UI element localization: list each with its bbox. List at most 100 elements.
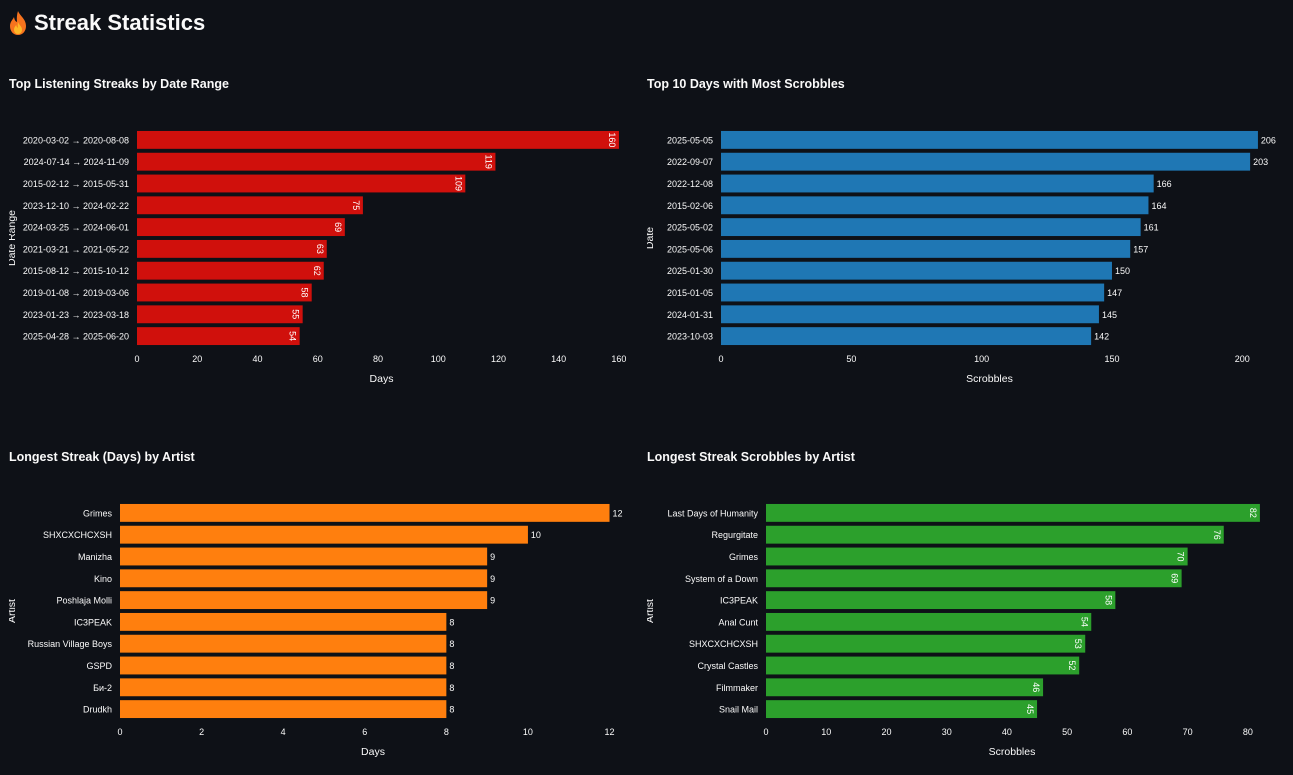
bar xyxy=(766,678,1044,697)
chart-streak-scrobbles-by-artist: Longest Streak Scrobbles by Artist Last … xyxy=(647,450,1284,762)
data-label: 75 xyxy=(351,200,361,210)
x-axis-label: Scrobbles xyxy=(989,746,1036,758)
data-label: 53 xyxy=(1073,639,1083,649)
data-label: 147 xyxy=(1107,288,1122,298)
x-tick-label: 150 xyxy=(1104,354,1119,364)
data-label: 8 xyxy=(449,661,454,671)
category-label: 2015-02-06 xyxy=(667,201,713,211)
chart-svg: Grimes 12 SHXCXCHCXSH 10 Manizha 9 Kino 9 Poshla… xyxy=(9,503,623,758)
x-tick-label: 2 xyxy=(199,727,204,737)
bar xyxy=(766,700,1038,719)
x-tick-label: 160 xyxy=(611,354,626,364)
x-tick-label: 50 xyxy=(1062,727,1072,737)
y-axis-label: Artist xyxy=(647,599,656,623)
bar xyxy=(120,678,447,697)
category-label: 2025-05-02 xyxy=(667,223,713,233)
x-tick-label: 100 xyxy=(974,354,989,364)
bar xyxy=(766,525,1224,544)
bar xyxy=(721,261,1112,280)
data-label: 46 xyxy=(1031,682,1041,692)
category-label: Russian Village Boys xyxy=(28,639,113,649)
bar xyxy=(137,174,466,193)
data-label: 69 xyxy=(333,222,343,232)
x-tick-label: 30 xyxy=(942,727,952,737)
category-label: Filmmaker xyxy=(716,683,758,693)
data-label: 54 xyxy=(288,331,298,341)
data-label: 55 xyxy=(291,309,301,319)
x-axis-label: Days xyxy=(361,746,385,758)
data-label: 63 xyxy=(315,244,325,254)
chart-svg: Last Days of Humanity 82 Regurgitate 76 Grim… xyxy=(647,503,1260,758)
data-label: 150 xyxy=(1115,266,1130,276)
category-label: 2022-09-07 xyxy=(667,157,713,167)
bar xyxy=(137,305,303,324)
category-label: Last Days of Humanity xyxy=(667,508,758,518)
bar xyxy=(137,130,619,149)
category-label: 2024-03-25 → 2024-06-01 xyxy=(23,223,129,233)
fire-icon xyxy=(10,11,26,35)
category-label: SHXCXCHCXSH xyxy=(689,639,758,649)
x-tick-label: 60 xyxy=(1122,727,1132,737)
chart-title: Longest Streak (Days) by Artist xyxy=(9,450,195,464)
y-axis-label: Date xyxy=(647,227,656,249)
category-label: 2022-12-08 xyxy=(667,179,713,189)
category-label: Crystal Castles xyxy=(697,661,758,671)
category-label: Poshlaja Molli xyxy=(56,596,112,606)
bar xyxy=(137,239,327,258)
chart-top-scrobble-days: Top 10 Days with Most Scrobbles 2025-05-… xyxy=(647,77,1284,387)
y-axis-label: Artist xyxy=(9,599,18,623)
category-label: Snail Mail xyxy=(719,705,758,715)
category-label: IC3PEAK xyxy=(74,617,112,627)
category-label: 2025-01-30 xyxy=(667,266,713,276)
x-tick-label: 70 xyxy=(1183,727,1193,737)
bar xyxy=(120,525,528,544)
data-label: 52 xyxy=(1067,660,1077,670)
chart-title: Longest Streak Scrobbles by Artist xyxy=(647,450,855,464)
x-tick-label: 10 xyxy=(523,727,533,737)
x-tick-label: 0 xyxy=(134,354,139,364)
data-label: 160 xyxy=(607,132,617,147)
chart-title: Top Listening Streaks by Date Range xyxy=(9,77,229,91)
bar xyxy=(120,656,447,675)
x-tick-label: 10 xyxy=(821,727,831,737)
category-label: 2023-10-03 xyxy=(667,332,713,342)
bar xyxy=(721,218,1141,237)
category-label: IC3PEAK xyxy=(720,596,758,606)
category-label: 2025-05-05 xyxy=(667,135,713,145)
x-tick-label: 4 xyxy=(281,727,286,737)
x-tick-label: 6 xyxy=(362,727,367,737)
data-label: 82 xyxy=(1248,508,1258,518)
bar xyxy=(766,612,1092,631)
data-label: 54 xyxy=(1079,617,1089,627)
bar xyxy=(120,612,447,631)
y-axis-label: Date Range xyxy=(9,210,18,266)
bar xyxy=(120,569,488,588)
x-tick-label: 20 xyxy=(192,354,202,364)
x-tick-label: 80 xyxy=(373,354,383,364)
data-label: 69 xyxy=(1170,573,1180,583)
bar xyxy=(137,218,345,237)
data-label: 9 xyxy=(490,574,495,584)
bar xyxy=(766,634,1086,653)
x-tick-label: 0 xyxy=(117,727,122,737)
page-title: Streak Statistics xyxy=(8,6,205,40)
chart-svg: 2025-05-05 206 2022-09-07 203 2022-12-08 166 2… xyxy=(647,130,1276,385)
data-label: 161 xyxy=(1144,223,1159,233)
x-tick-label: 12 xyxy=(605,727,615,737)
bar xyxy=(120,503,610,522)
data-label: 206 xyxy=(1261,135,1276,145)
x-tick-label: 40 xyxy=(1002,727,1012,737)
category-label: 2025-04-28 → 2025-06-20 xyxy=(23,332,129,342)
category-label: GSPD xyxy=(86,661,112,671)
category-label: Grimes xyxy=(729,552,758,562)
category-label: Grimes xyxy=(83,508,112,518)
bar xyxy=(137,327,300,346)
x-tick-label: 140 xyxy=(551,354,566,364)
page-title-text: Streak Statistics xyxy=(34,10,206,35)
bar xyxy=(766,503,1260,522)
data-label: 70 xyxy=(1176,551,1186,561)
bar xyxy=(120,634,447,653)
bar xyxy=(721,327,1092,346)
category-label: Anal Cunt xyxy=(718,617,758,627)
x-axis-label: Days xyxy=(370,373,394,385)
